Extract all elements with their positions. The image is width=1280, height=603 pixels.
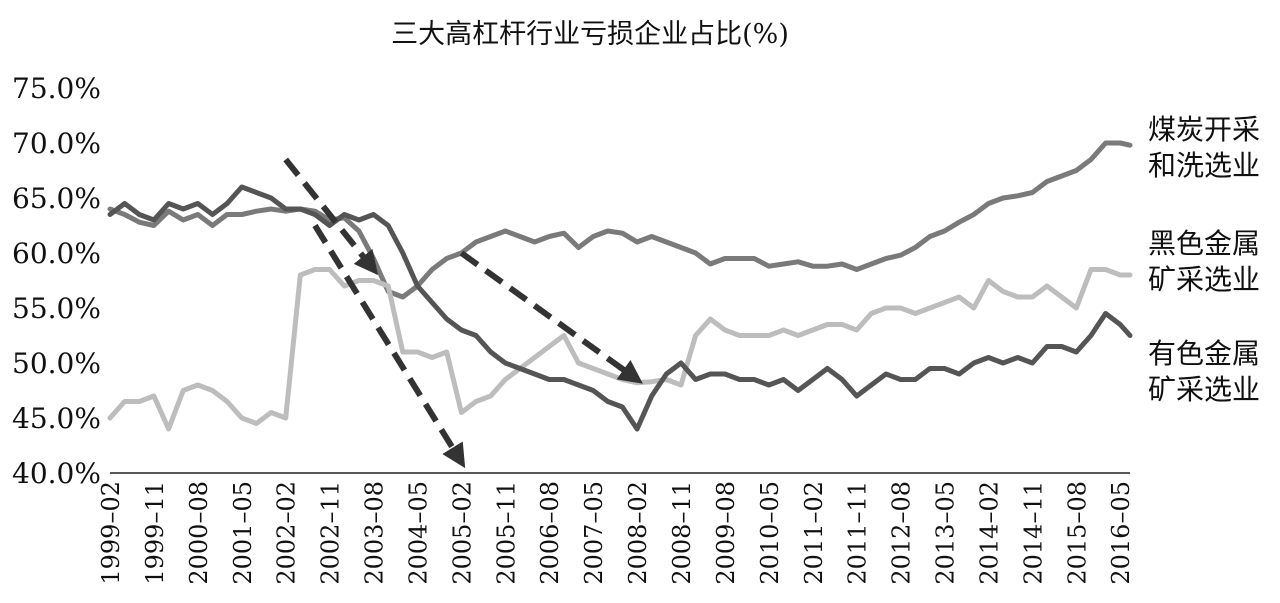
trend-arrow-2 (459, 250, 643, 384)
trend-arrow-1 (312, 223, 466, 469)
x-tick-label: 2005–11 (492, 481, 520, 585)
x-tick-label: 2011–02 (800, 481, 828, 585)
y-tick-label: 60.0% (12, 237, 101, 270)
y-tick-label: 75.0% (12, 72, 101, 105)
legend-coal: 煤炭开采 和洗选业 (1148, 113, 1261, 182)
y-tick-label: 40.0% (12, 457, 101, 490)
x-tick-label: 2008–11 (668, 481, 696, 585)
x-tick-label: 2004–05 (404, 481, 432, 585)
y-tick-label: 50.0% (12, 347, 101, 380)
series-line-2 (107, 184, 1133, 432)
legend-ferrous: 黑色金属 矿采选业 (1148, 227, 1261, 296)
chart-title: 三大高杠杆行业亏损企业占比(%) (391, 19, 789, 50)
x-tick-label: 2001–05 (229, 481, 257, 585)
x-tick-label: 2005–02 (448, 481, 476, 585)
trend-arrow-0 (283, 157, 379, 276)
x-tick-label: 1999–02 (97, 481, 125, 585)
y-tick-label: 65.0% (12, 182, 101, 215)
y-tick-label: 70.0% (12, 127, 101, 160)
x-tick-label: 2014–11 (1019, 481, 1047, 585)
x-tick-label: 1999–11 (141, 481, 169, 585)
x-tick-label: 2007–05 (580, 481, 608, 585)
x-tick-label: 2015–08 (1063, 481, 1091, 585)
x-tick-label: 2006–08 (536, 481, 564, 585)
x-tick-label: 2013–05 (932, 481, 960, 585)
x-tick-label: 2002–02 (273, 481, 301, 585)
x-tick-label: 2002–11 (317, 481, 345, 585)
x-tick-label: 2010–05 (756, 481, 784, 585)
x-tick-label: 2008–02 (624, 481, 652, 585)
x-tick-label: 2009–08 (712, 481, 740, 585)
series-line-0 (107, 140, 1133, 300)
x-tick-label: 2011–11 (844, 481, 872, 585)
x-tick-label: 2014–02 (975, 481, 1003, 585)
x-tick-label: 2003–08 (361, 481, 389, 585)
x-tick-label: 2012–08 (888, 481, 916, 585)
legend-nonferrous: 有色金属 矿采选业 (1148, 337, 1261, 406)
y-tick-label: 55.0% (12, 292, 101, 325)
x-tick-label: 2016–05 (1107, 481, 1135, 585)
x-tick-label: 2000–08 (185, 481, 213, 585)
y-tick-label: 45.0% (12, 402, 101, 435)
